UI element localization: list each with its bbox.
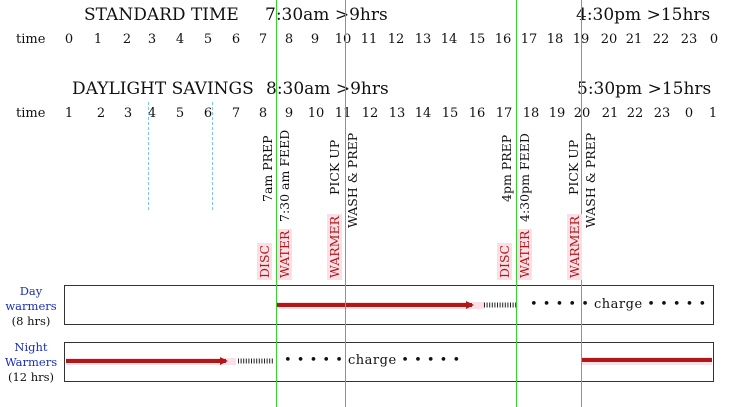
hour-tick: 0 [709,32,719,47]
hour-tick: 12 [361,106,379,121]
hour-tick: 0 [64,32,74,47]
hour-tick: 22 [626,106,644,121]
night-warmers-name-2: Warmers [4,355,58,369]
event-wash-prep-am: WASH & PREP [345,132,360,228]
event-wash-prep-pm: WASH & PREP [583,132,598,228]
tag-water-pm: WATER [517,228,532,280]
hour-tick: 21 [625,32,643,47]
night-warmers-name-1: Night [14,340,48,354]
hour-tick: 3 [147,32,157,47]
hour-tick: 1 [93,32,103,47]
hour-tick: 23 [680,32,698,47]
hour-tick: 6 [203,106,213,121]
hour-tick: 10 [307,106,325,121]
hour-tick: 7 [231,106,241,121]
hour-tick: 0 [684,106,694,121]
dashed-guide-6 [212,102,213,210]
hour-tick: 12 [387,32,405,47]
hour-tick: 2 [96,106,106,121]
day-warmers-duration: (8 hrs) [11,314,51,328]
hour-tick: 13 [414,32,432,47]
hour-tick: 15 [441,106,459,121]
event-pickup-am: PICK UP [327,139,342,195]
day-warmers-name-1: Day [19,284,43,298]
dashed-guide-4 [148,102,149,210]
event-4pm-prep: 4pm PREP [499,134,514,202]
guide-line-pickup-pm [581,0,582,407]
daylight-end-note: 5:30pm >15hrs [577,79,712,99]
hour-tick: 14 [440,32,458,47]
event-430pm-feed: 4:30pm FEED [517,133,532,222]
standard-time-title: STANDARD TIME [84,5,239,25]
night-warmers-duration: (12 hrs) [7,370,55,384]
standard-start-note: 7:30am >9hrs [265,5,388,25]
hour-tick: 11 [360,32,378,47]
tag-disc-am: DISC [257,242,272,280]
event-730am-feed: 7:30 am FEED [277,129,292,222]
hour-tick: 8 [258,106,268,121]
hour-tick: 22 [652,32,670,47]
standard-end-note: 4:30pm >15hrs [576,5,711,25]
hour-tick: 4 [175,32,185,47]
day-warmers-name-2: warmers [5,299,57,313]
hour-tick: 20 [573,106,591,121]
hour-tick: 23 [653,106,671,121]
hour-tick: 10 [334,32,352,47]
hour-tick: 1 [708,106,718,121]
hour-tick: 14 [414,106,432,121]
hour-tick: 6 [231,32,241,47]
hour-tick: 15 [468,32,486,47]
day-warmers-label: Day warmers (8 hrs) [0,284,62,329]
event-pickup-pm: PICK UP [566,139,581,195]
night-warmers-label: Night Warmers (12 hrs) [0,340,62,385]
hour-tick: 19 [548,106,566,121]
hour-tick: 16 [468,106,486,121]
hour-tick: 20 [600,32,618,47]
tag-warmer-am: WARMER [327,214,342,280]
hour-tick: 17 [520,32,538,47]
guide-line-feed-pm [516,0,517,407]
hour-tick: 4 [147,106,157,121]
hour-tick: 21 [601,106,619,121]
tag-disc-pm: DISC [497,242,512,280]
hour-tick: 5 [175,106,185,121]
hour-tick: 2 [122,32,132,47]
daylight-start-note: 8:30am >9hrs [266,79,389,99]
hour-tick: 13 [388,106,406,121]
event-7am-prep: 7am PREP [260,135,275,202]
hour-tick: 3 [123,106,133,121]
daylight-savings-title: DAYLIGHT SAVINGS [72,79,254,99]
hour-tick: 9 [310,32,320,47]
hour-tick: 18 [546,32,564,47]
standard-time-label: time [16,32,46,47]
hour-tick: 5 [203,32,213,47]
hour-tick: 9 [284,106,294,121]
hour-tick: 17 [495,106,513,121]
hour-tick: 7 [258,32,268,47]
guide-line-pickup-am [345,0,346,407]
guide-line-feed-am [276,0,277,407]
tag-warmer-pm: WARMER [567,214,582,280]
daylight-time-label: time [16,106,46,121]
hour-tick: 1 [64,106,74,121]
hour-tick: 8 [284,32,294,47]
day-charge-label: • • • • • charge • • • • • [530,297,707,312]
night-charge-label: • • • • • charge • • • • • [284,353,461,368]
hour-tick: 16 [494,32,512,47]
hour-tick: 18 [522,106,540,121]
hour-tick: 11 [334,106,352,121]
tag-water-am: WATER [277,228,292,280]
